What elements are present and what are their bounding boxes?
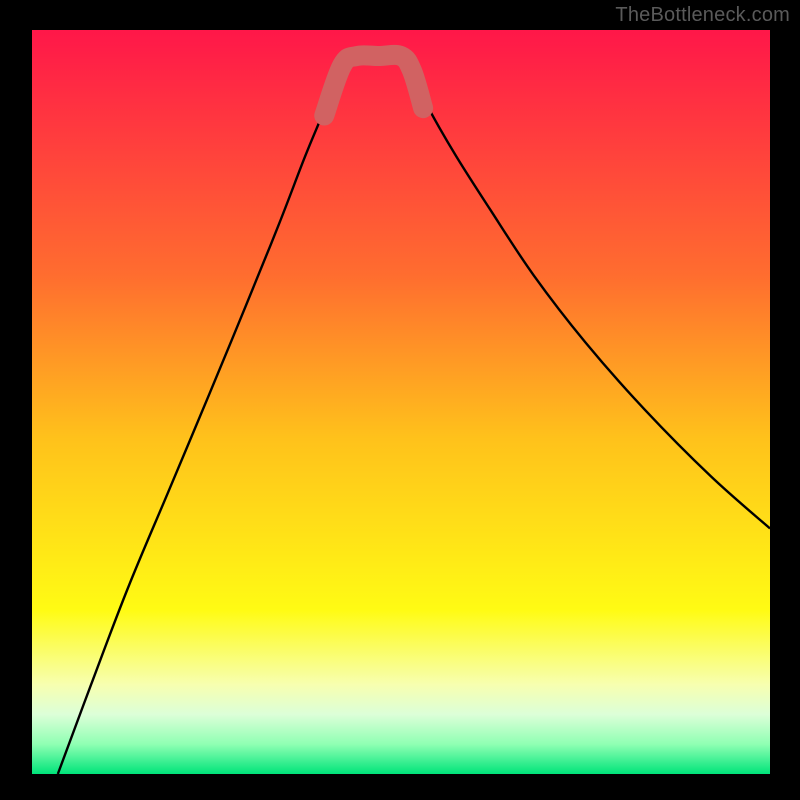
bottleneck-curve	[58, 82, 770, 774]
plot-gradient-area	[32, 30, 770, 774]
chart-svg	[32, 30, 770, 774]
watermark-text: TheBottleneck.com	[615, 4, 790, 27]
optimal-range-highlight	[324, 55, 423, 116]
